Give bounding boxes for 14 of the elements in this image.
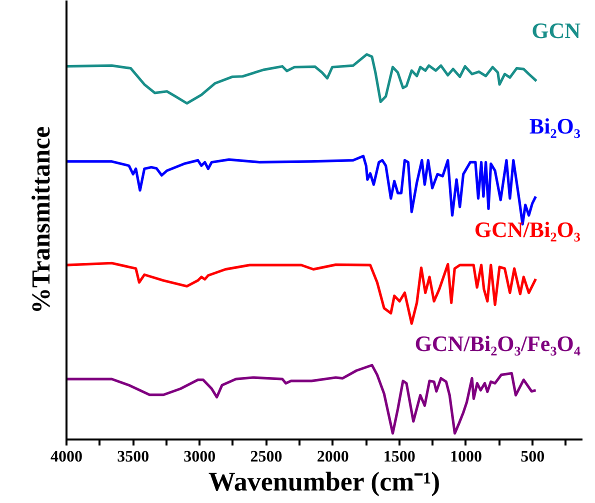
x-tick-label: 2500 xyxy=(250,448,282,466)
x-tick-label: 3500 xyxy=(117,448,150,466)
series-label: Bi₂O₃ xyxy=(529,113,581,138)
x-axis-title: Wavenumber (cm⁻¹) xyxy=(208,466,440,496)
series-label: GCN/Bi₂O₃ xyxy=(474,216,581,242)
x-tick-label: 500 xyxy=(520,448,545,466)
y-axis-title: %Transmittance xyxy=(26,126,56,314)
series-label: GCN xyxy=(532,18,581,44)
x-tick-label: 3000 xyxy=(184,448,216,466)
x-tick-label: 4000 xyxy=(50,448,82,466)
series-label: GCN/Bi₂O₃/Fe₃O₄ xyxy=(414,330,581,356)
x-tick-label: 1500 xyxy=(383,448,416,466)
x-tick-label: 1000 xyxy=(450,448,482,466)
x-tick-label: 2000 xyxy=(316,448,349,466)
